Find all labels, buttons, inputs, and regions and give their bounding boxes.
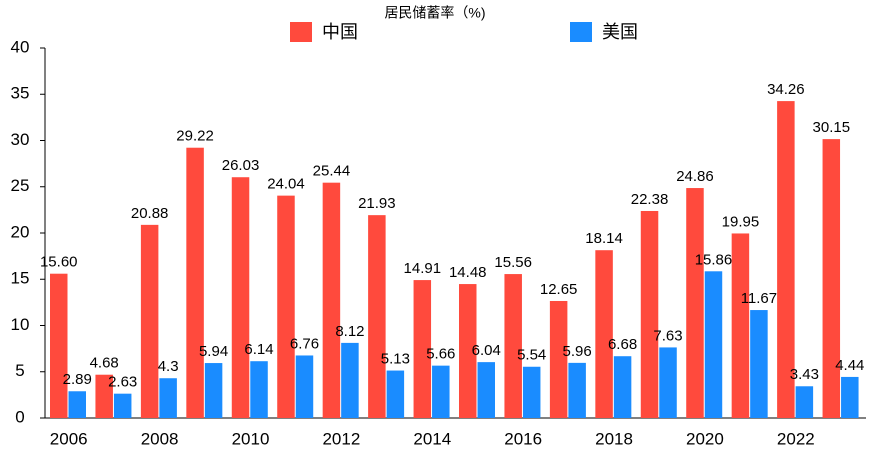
bar: [68, 391, 86, 418]
x-tick-label: 2018: [595, 429, 633, 448]
x-tick-label: 2012: [322, 429, 360, 448]
y-tick-label: 10: [11, 315, 30, 334]
value-label: 20.88: [131, 205, 169, 222]
value-label: 6.04: [472, 342, 501, 359]
chart-title: 居民储蓄率（%): [384, 5, 485, 21]
value-label: 2.63: [108, 374, 137, 391]
bar: [795, 386, 814, 418]
y-tick-label: 30: [11, 130, 30, 149]
value-label: 30.15: [813, 119, 851, 136]
bar: [459, 284, 477, 418]
x-tick-label: 2016: [504, 429, 542, 448]
bar: [522, 366, 541, 418]
bar: [159, 378, 177, 418]
bar: [113, 393, 132, 418]
value-label: 11.67: [741, 290, 777, 307]
value-label: 15.60: [40, 254, 78, 271]
y-tick-label: 5: [15, 361, 24, 380]
x-tick-label: 2022: [777, 429, 815, 448]
value-label: 5.66: [426, 346, 455, 363]
value-label: 4.68: [90, 355, 119, 372]
bar: [368, 215, 386, 418]
bar: [95, 374, 113, 418]
y-tick-label: 15: [11, 269, 30, 288]
bar: [322, 182, 341, 418]
value-label: 5.96: [563, 343, 592, 360]
bar: [50, 273, 68, 418]
y-tick-label: 0: [15, 407, 24, 426]
bar: [413, 280, 432, 418]
y-tick-label: 35: [11, 84, 30, 103]
x-tick-label: 2020: [686, 429, 724, 448]
y-tick-label: 25: [11, 176, 30, 195]
value-label: 4.44: [835, 357, 864, 374]
bar: [704, 271, 723, 418]
value-label: 14.91: [404, 260, 442, 277]
value-label: 5.13: [381, 351, 410, 368]
x-tick-label: 2014: [413, 429, 451, 448]
bar: [731, 233, 750, 418]
bar: [822, 139, 841, 419]
value-label: 24.04: [267, 176, 305, 193]
x-tick-label: 2010: [232, 429, 270, 448]
bar: [568, 362, 586, 418]
y-tick-label: 40: [11, 37, 30, 56]
bar: [613, 356, 632, 418]
bar: [341, 342, 359, 418]
value-label: 18.14: [585, 230, 623, 247]
value-label: 6.14: [244, 341, 273, 358]
value-label: 34.26: [767, 81, 805, 98]
bar: [549, 300, 568, 418]
bar: [777, 101, 795, 418]
value-label: 4.3: [158, 358, 179, 375]
bar: [231, 177, 250, 418]
legend-label: 中国: [322, 22, 358, 42]
x-tick-label: 2008: [141, 429, 179, 448]
value-label: 19.95: [722, 213, 760, 230]
bar: [841, 376, 859, 418]
bar: [477, 362, 495, 418]
value-label: 6.68: [608, 336, 637, 353]
bar: [504, 274, 522, 418]
value-label: 7.63: [653, 327, 682, 344]
bar: [595, 250, 613, 418]
value-label: 5.54: [517, 347, 546, 364]
value-label: 24.86: [676, 168, 714, 185]
value-label: 5.94: [199, 343, 228, 360]
bar: [640, 210, 659, 418]
bar: [750, 310, 768, 418]
value-label: 6.76: [290, 335, 319, 352]
bar: [277, 195, 295, 418]
value-label: 21.93: [358, 195, 396, 212]
bar: [432, 365, 450, 418]
value-label: 26.03: [222, 157, 260, 174]
value-label: 2.89: [63, 371, 92, 388]
value-label: 22.38: [631, 191, 669, 208]
value-label: 14.48: [449, 264, 487, 281]
value-label: 12.65: [540, 281, 578, 298]
bar: [204, 363, 223, 418]
bar: [686, 188, 704, 418]
value-label: 15.86: [695, 251, 733, 268]
value-label: 3.43: [790, 366, 819, 383]
value-label: 25.44: [313, 163, 351, 180]
bar: [140, 224, 159, 418]
bar: [250, 361, 268, 418]
legend-swatch: [570, 22, 592, 42]
value-label: 29.22: [176, 128, 214, 145]
bar: [186, 147, 204, 418]
legend-swatch: [290, 22, 312, 42]
legend-label: 美国: [602, 22, 638, 42]
x-tick-label: 2006: [50, 429, 88, 448]
y-tick-label: 20: [11, 222, 30, 241]
bar: [386, 370, 405, 418]
value-label: 15.56: [494, 254, 532, 271]
value-label: 8.12: [335, 323, 364, 340]
bar: [659, 347, 677, 418]
bar: [295, 355, 314, 418]
